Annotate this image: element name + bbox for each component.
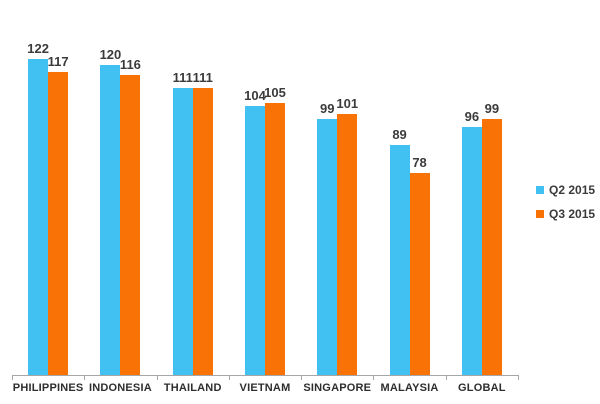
axis-tick bbox=[84, 375, 85, 380]
value-label: 78 bbox=[412, 155, 427, 170]
category-group: 96 99 bbox=[446, 0, 518, 375]
category-label: GLOBAL bbox=[458, 382, 506, 394]
category-group: 111 111 bbox=[157, 0, 229, 375]
category-group: 104 105 bbox=[229, 0, 301, 375]
legend-swatch-icon bbox=[536, 186, 544, 194]
category-group: 122 117 bbox=[12, 0, 84, 375]
bar-q3-2015: 117 bbox=[48, 54, 69, 375]
legend: Q2 2015 Q3 2015 bbox=[536, 183, 595, 221]
category-label: PHILIPPINES bbox=[12, 382, 84, 394]
value-label: 117 bbox=[47, 54, 69, 69]
legend-item: Q3 2015 bbox=[536, 207, 595, 221]
axis-tick bbox=[157, 375, 158, 380]
axis-tick bbox=[301, 375, 302, 380]
value-label: 111 bbox=[192, 70, 213, 85]
legend-label: Q2 2015 bbox=[549, 183, 596, 197]
value-label: 122 bbox=[27, 41, 49, 56]
legend-item: Q2 2015 bbox=[536, 183, 595, 197]
bar-q3-2015: 99 bbox=[481, 101, 502, 375]
bar-q3-2015: 101 bbox=[336, 96, 358, 375]
value-label: 104 bbox=[244, 88, 266, 103]
axis-tick bbox=[518, 375, 519, 380]
axis-tick bbox=[229, 375, 230, 380]
bar-q3-2015: 111 bbox=[193, 70, 213, 375]
legend-swatch-icon bbox=[536, 210, 544, 218]
bar-q2-2015: 122 bbox=[27, 41, 49, 375]
category-group: 99 101 bbox=[301, 0, 373, 375]
bar-q2-2015: 104 bbox=[244, 88, 266, 375]
value-label: 96 bbox=[464, 109, 480, 124]
value-label: 99 bbox=[320, 101, 335, 116]
bar-q3-2015: 78 bbox=[409, 155, 430, 375]
category-label: INDONESIA bbox=[88, 382, 152, 394]
category-label: VIETNAM bbox=[239, 382, 291, 394]
category-label: SINGAPORE bbox=[303, 382, 372, 394]
x-axis bbox=[12, 375, 519, 376]
value-label: 105 bbox=[264, 85, 286, 100]
bar-q2-2015: 96 bbox=[461, 109, 482, 375]
bar-q2-2015: 120 bbox=[100, 47, 121, 375]
category-group: 89 78 bbox=[373, 0, 445, 375]
category-label: MALAYSIA bbox=[380, 382, 439, 394]
axis-tick bbox=[373, 375, 374, 380]
bar-q2-2015: 111 bbox=[173, 70, 193, 375]
bar-q2-2015: 89 bbox=[389, 127, 410, 375]
legend-label: Q3 2015 bbox=[549, 207, 596, 221]
bar-q3-2015: 116 bbox=[120, 57, 141, 375]
plot-area: 122 117 120 116 111 111 104 105 99 101 89 78 96 99 bbox=[12, 0, 518, 375]
bar-q2-2015: 99 bbox=[317, 101, 338, 375]
bar-q3-2015: 105 bbox=[264, 85, 286, 375]
axis-tick bbox=[446, 375, 447, 380]
value-label: 101 bbox=[336, 96, 359, 111]
value-label: 99 bbox=[484, 101, 500, 116]
axis-tick bbox=[12, 375, 13, 380]
value-label: 89 bbox=[392, 127, 407, 142]
category-label: THAILAND bbox=[163, 382, 222, 394]
value-label: 116 bbox=[119, 57, 141, 72]
value-label: 120 bbox=[99, 47, 122, 62]
category-group: 120 116 bbox=[84, 0, 156, 375]
value-label: 111 bbox=[172, 70, 193, 85]
